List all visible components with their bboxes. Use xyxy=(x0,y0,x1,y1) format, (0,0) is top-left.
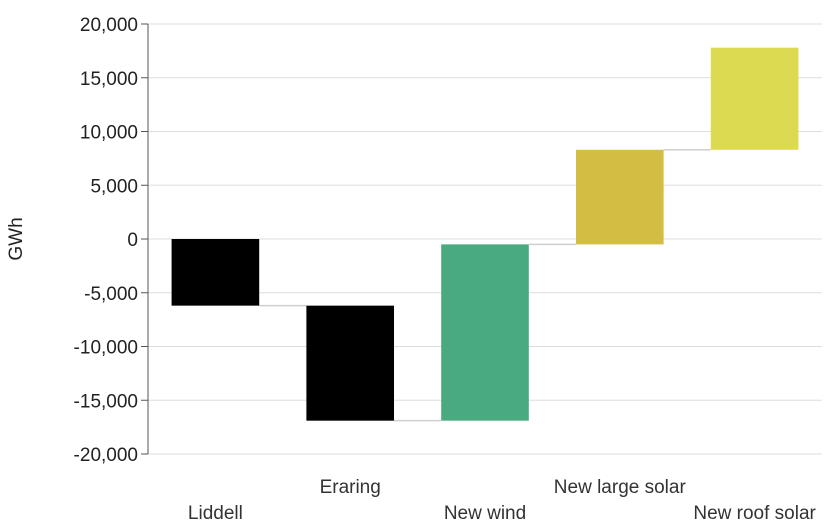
bar-new-wind xyxy=(441,244,529,421)
y-tick-label: 5,000 xyxy=(90,176,138,197)
y-tick-label: -15,000 xyxy=(74,391,138,412)
category-labels: Liddell Eraring New wind New large solar New… xyxy=(188,477,817,524)
y-tick-label: 0 xyxy=(127,230,138,251)
y-tick-label: -10,000 xyxy=(74,338,138,359)
y-tick-label: -5,000 xyxy=(84,284,138,305)
bar-eraring xyxy=(306,305,395,421)
y-axis: -20,000 -15,000 -10,000 -5,000 0 5,000 10,000 1… xyxy=(74,15,149,466)
y-tick-label: 15,000 xyxy=(80,69,138,90)
category-label: Eraring xyxy=(320,477,381,498)
category-label: New large solar xyxy=(554,477,687,498)
bar-liddell xyxy=(171,239,260,306)
y-axis-title: GWh xyxy=(6,217,27,260)
bar-new-roof-solar xyxy=(710,47,799,150)
category-label: Liddell xyxy=(188,503,243,524)
y-tick-label: -20,000 xyxy=(74,445,138,466)
y-tick-label: 20,000 xyxy=(80,15,138,36)
y-tick-label: 10,000 xyxy=(80,123,138,144)
bar-new-large-solar xyxy=(575,149,664,245)
category-label: New roof solar xyxy=(693,503,816,524)
gridlines xyxy=(148,23,822,455)
category-label: New wind xyxy=(444,503,526,524)
connector-lines xyxy=(259,149,711,422)
bars xyxy=(171,47,799,421)
